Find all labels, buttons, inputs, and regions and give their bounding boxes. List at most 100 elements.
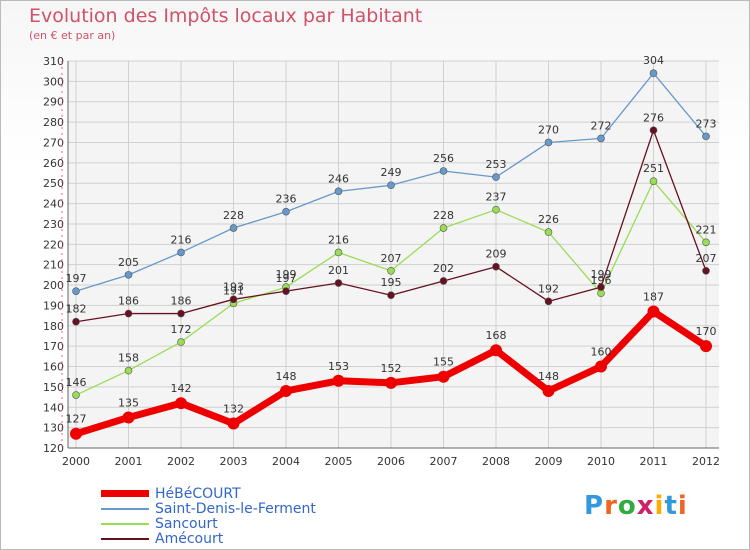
series-point-1 — [439, 167, 448, 175]
x-tick-label: 2001 — [115, 455, 143, 468]
data-label-3: 202 — [433, 262, 454, 275]
y-tick-label: 200 — [43, 279, 64, 292]
data-label-2: 158 — [118, 352, 139, 365]
logo-letter: x — [636, 491, 655, 521]
series-point-3 — [229, 295, 238, 304]
data-label-0: 153 — [328, 360, 349, 373]
legend-swatch — [101, 490, 149, 497]
y-tick-label: 240 — [43, 198, 64, 211]
series-point-0 — [542, 384, 555, 397]
legend-swatch — [101, 537, 149, 540]
data-label-0: 170 — [696, 325, 717, 338]
data-label-1: 270 — [538, 123, 559, 136]
logo-letter: i — [654, 491, 665, 521]
series-point-0 — [385, 376, 397, 389]
data-label-1: 304 — [643, 54, 664, 67]
data-label-1: 205 — [118, 256, 139, 269]
data-label-2: 251 — [643, 162, 664, 175]
data-label-2: 226 — [538, 213, 559, 226]
data-label-0: 148 — [276, 370, 297, 383]
legend-item: HéBéCOURT — [101, 486, 241, 502]
data-label-1: 236 — [276, 193, 297, 206]
x-tick-label: 2008 — [482, 455, 510, 468]
data-label-3: 207 — [696, 252, 717, 265]
data-label-3: 276 — [643, 111, 664, 124]
data-label-0: 155 — [433, 356, 454, 369]
series-point-2 — [649, 177, 658, 185]
data-label-3: 186 — [171, 295, 192, 308]
legend-label: Saint-Denis-le-Ferment — [155, 500, 316, 517]
series-point-1 — [282, 207, 290, 216]
legend-swatch — [101, 522, 149, 525]
data-label-0: 168 — [486, 329, 507, 342]
x-tick-label: 2003 — [220, 455, 248, 468]
series-point-2 — [544, 228, 553, 236]
logo-letter: P — [584, 491, 605, 521]
x-tick-label: 2009 — [535, 455, 563, 468]
series-point-0 — [700, 340, 712, 353]
data-label-3: 193 — [223, 280, 244, 293]
series-point-3 — [72, 317, 80, 326]
x-tick-label: 2011 — [640, 455, 668, 468]
legend-item: Amécourt — [101, 530, 224, 547]
series-point-1 — [72, 287, 80, 295]
data-label-0: 132 — [223, 403, 244, 416]
y-tick-label: 190 — [43, 299, 64, 312]
series-point-2 — [124, 366, 133, 375]
data-label-3: 209 — [486, 248, 507, 261]
series-point-3 — [492, 262, 500, 271]
y-tick-label: 180 — [43, 320, 64, 333]
data-label-1: 256 — [433, 152, 454, 165]
x-tick-label: 2010 — [587, 455, 615, 468]
data-label-3: 197 — [276, 272, 297, 285]
series-point-2 — [439, 224, 448, 232]
series-point-0 — [595, 360, 607, 373]
y-tick-label: 220 — [43, 238, 64, 251]
series-point-0 — [122, 411, 135, 424]
logo-letter: i — [677, 491, 688, 521]
series-point-1 — [177, 248, 185, 257]
data-label-2: 216 — [328, 233, 349, 246]
series-point-2 — [702, 238, 710, 247]
data-label-0: 152 — [381, 362, 402, 375]
y-tick-label: 120 — [43, 442, 64, 455]
y-tick-label: 310 — [43, 55, 64, 68]
y-tick-label: 140 — [43, 401, 64, 414]
series-point-2 — [492, 205, 500, 214]
series-point-3 — [282, 287, 290, 295]
y-tick-label: 160 — [43, 361, 64, 374]
series-point-0 — [647, 305, 660, 318]
series-point-1 — [334, 187, 343, 196]
x-tick-label: 2004 — [272, 455, 300, 468]
data-label-2: 191 — [223, 284, 244, 297]
y-tick-label: 290 — [43, 96, 64, 109]
series-point-1 — [387, 181, 395, 190]
series-point-3 — [124, 309, 133, 318]
series-point-0 — [437, 370, 450, 383]
data-label-0: 135 — [118, 396, 139, 409]
data-label-1: 273 — [696, 117, 717, 130]
data-label-2: 237 — [486, 191, 507, 204]
data-label-2: 196 — [591, 274, 612, 287]
data-label-1: 253 — [486, 158, 507, 171]
data-label-2: 172 — [171, 323, 192, 336]
data-label-1: 228 — [223, 209, 244, 222]
y-tick-label: 300 — [43, 75, 64, 88]
legend-label: Amécourt — [155, 530, 224, 547]
series-point-2 — [72, 391, 80, 399]
series-point-2 — [387, 266, 395, 275]
y-tick-label: 270 — [43, 136, 64, 149]
data-label-3: 195 — [381, 276, 402, 289]
data-label-2: 146 — [66, 376, 87, 389]
y-tick-label: 280 — [43, 116, 64, 129]
y-tick-label: 170 — [43, 340, 64, 353]
series-point-0 — [490, 344, 502, 357]
y-tick-label: 250 — [43, 177, 64, 190]
series-point-3 — [439, 277, 448, 285]
series-point-3 — [702, 266, 710, 275]
data-label-2: 199 — [276, 268, 297, 281]
data-label-0: 160 — [591, 346, 612, 359]
x-tick-label: 2006 — [377, 455, 405, 468]
series-point-1 — [649, 69, 658, 78]
